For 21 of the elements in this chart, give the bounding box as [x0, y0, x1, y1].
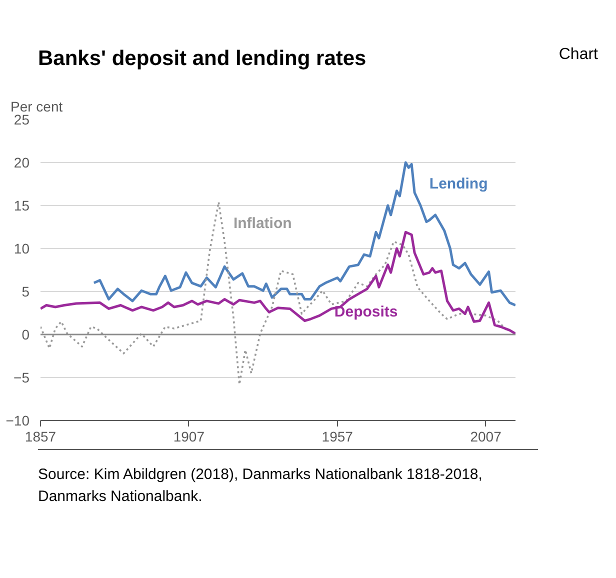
chart-title: Banks' deposit and lending rates	[38, 46, 366, 72]
x-tick-label: 2007	[470, 428, 502, 444]
x-tick-label: 1907	[173, 428, 205, 444]
line-series	[40, 230, 516, 335]
y-tick-label: 10	[14, 240, 30, 256]
text: Chart	[558, 45, 598, 65]
y-tick-label: 0	[22, 326, 30, 342]
series-label: Deposits	[334, 304, 398, 321]
series-label: Lending	[429, 176, 488, 193]
y-tick-label: 5	[22, 284, 30, 300]
x-tick-label: 1857	[24, 428, 56, 444]
series-label: Inflation	[233, 215, 292, 232]
x-tick-label: 1957	[322, 428, 354, 444]
y-tick-label: −10	[6, 412, 30, 428]
source-note: Source: Kim Abildgren (2018), Danmarks Nationalbank 1818-2018, Danmarks Nationalbank.	[38, 449, 538, 508]
y-tick-label: 25	[14, 112, 30, 128]
y-tick-label: 20	[14, 154, 30, 170]
y-tick-label: 15	[14, 198, 30, 214]
y-axis-title: Per cent	[10, 98, 63, 114]
y-tick-label: −5	[14, 370, 30, 386]
line-series	[92, 161, 516, 307]
